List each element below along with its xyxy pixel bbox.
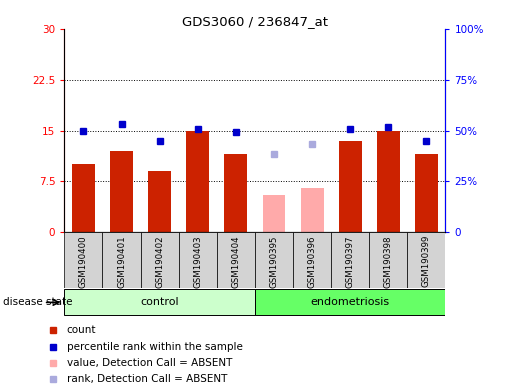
Bar [255, 290, 445, 315]
Text: disease state: disease state [3, 297, 72, 307]
Text: value, Detection Call = ABSENT: value, Detection Call = ABSENT [66, 358, 232, 368]
Bar [72, 164, 95, 232]
Text: rank, Detection Call = ABSENT: rank, Detection Call = ABSENT [66, 374, 227, 384]
Bar [301, 188, 323, 232]
Text: control: control [141, 297, 179, 308]
Title: GDS3060 / 236847_at: GDS3060 / 236847_at [182, 15, 328, 28]
Bar [148, 171, 171, 232]
Text: percentile rank within the sample: percentile rank within the sample [66, 342, 243, 352]
Text: GSM190396: GSM190396 [307, 235, 317, 288]
Text: GSM190395: GSM190395 [269, 235, 279, 288]
Text: GSM190403: GSM190403 [193, 235, 202, 288]
Text: GSM190400: GSM190400 [79, 235, 88, 288]
Bar [407, 232, 445, 288]
Bar [263, 195, 285, 232]
Bar [369, 232, 407, 288]
Text: endometriosis: endometriosis [311, 297, 390, 308]
Bar [225, 154, 247, 232]
Bar [331, 232, 369, 288]
Bar [64, 232, 102, 288]
Text: GSM190402: GSM190402 [155, 235, 164, 288]
Bar [110, 151, 133, 232]
Bar [339, 141, 362, 232]
Text: GSM190399: GSM190399 [422, 235, 431, 288]
Text: GSM190401: GSM190401 [117, 235, 126, 288]
Bar [141, 232, 179, 288]
Bar [102, 232, 141, 288]
Text: GSM190397: GSM190397 [346, 235, 355, 288]
Bar [186, 131, 209, 232]
Text: GSM190398: GSM190398 [384, 235, 393, 288]
Text: count: count [66, 326, 96, 336]
Bar [415, 154, 438, 232]
Bar [255, 232, 293, 288]
Bar [293, 232, 331, 288]
Bar [377, 131, 400, 232]
Bar [217, 232, 255, 288]
Bar [64, 290, 255, 315]
Text: GSM190404: GSM190404 [231, 235, 241, 288]
Bar [179, 232, 217, 288]
